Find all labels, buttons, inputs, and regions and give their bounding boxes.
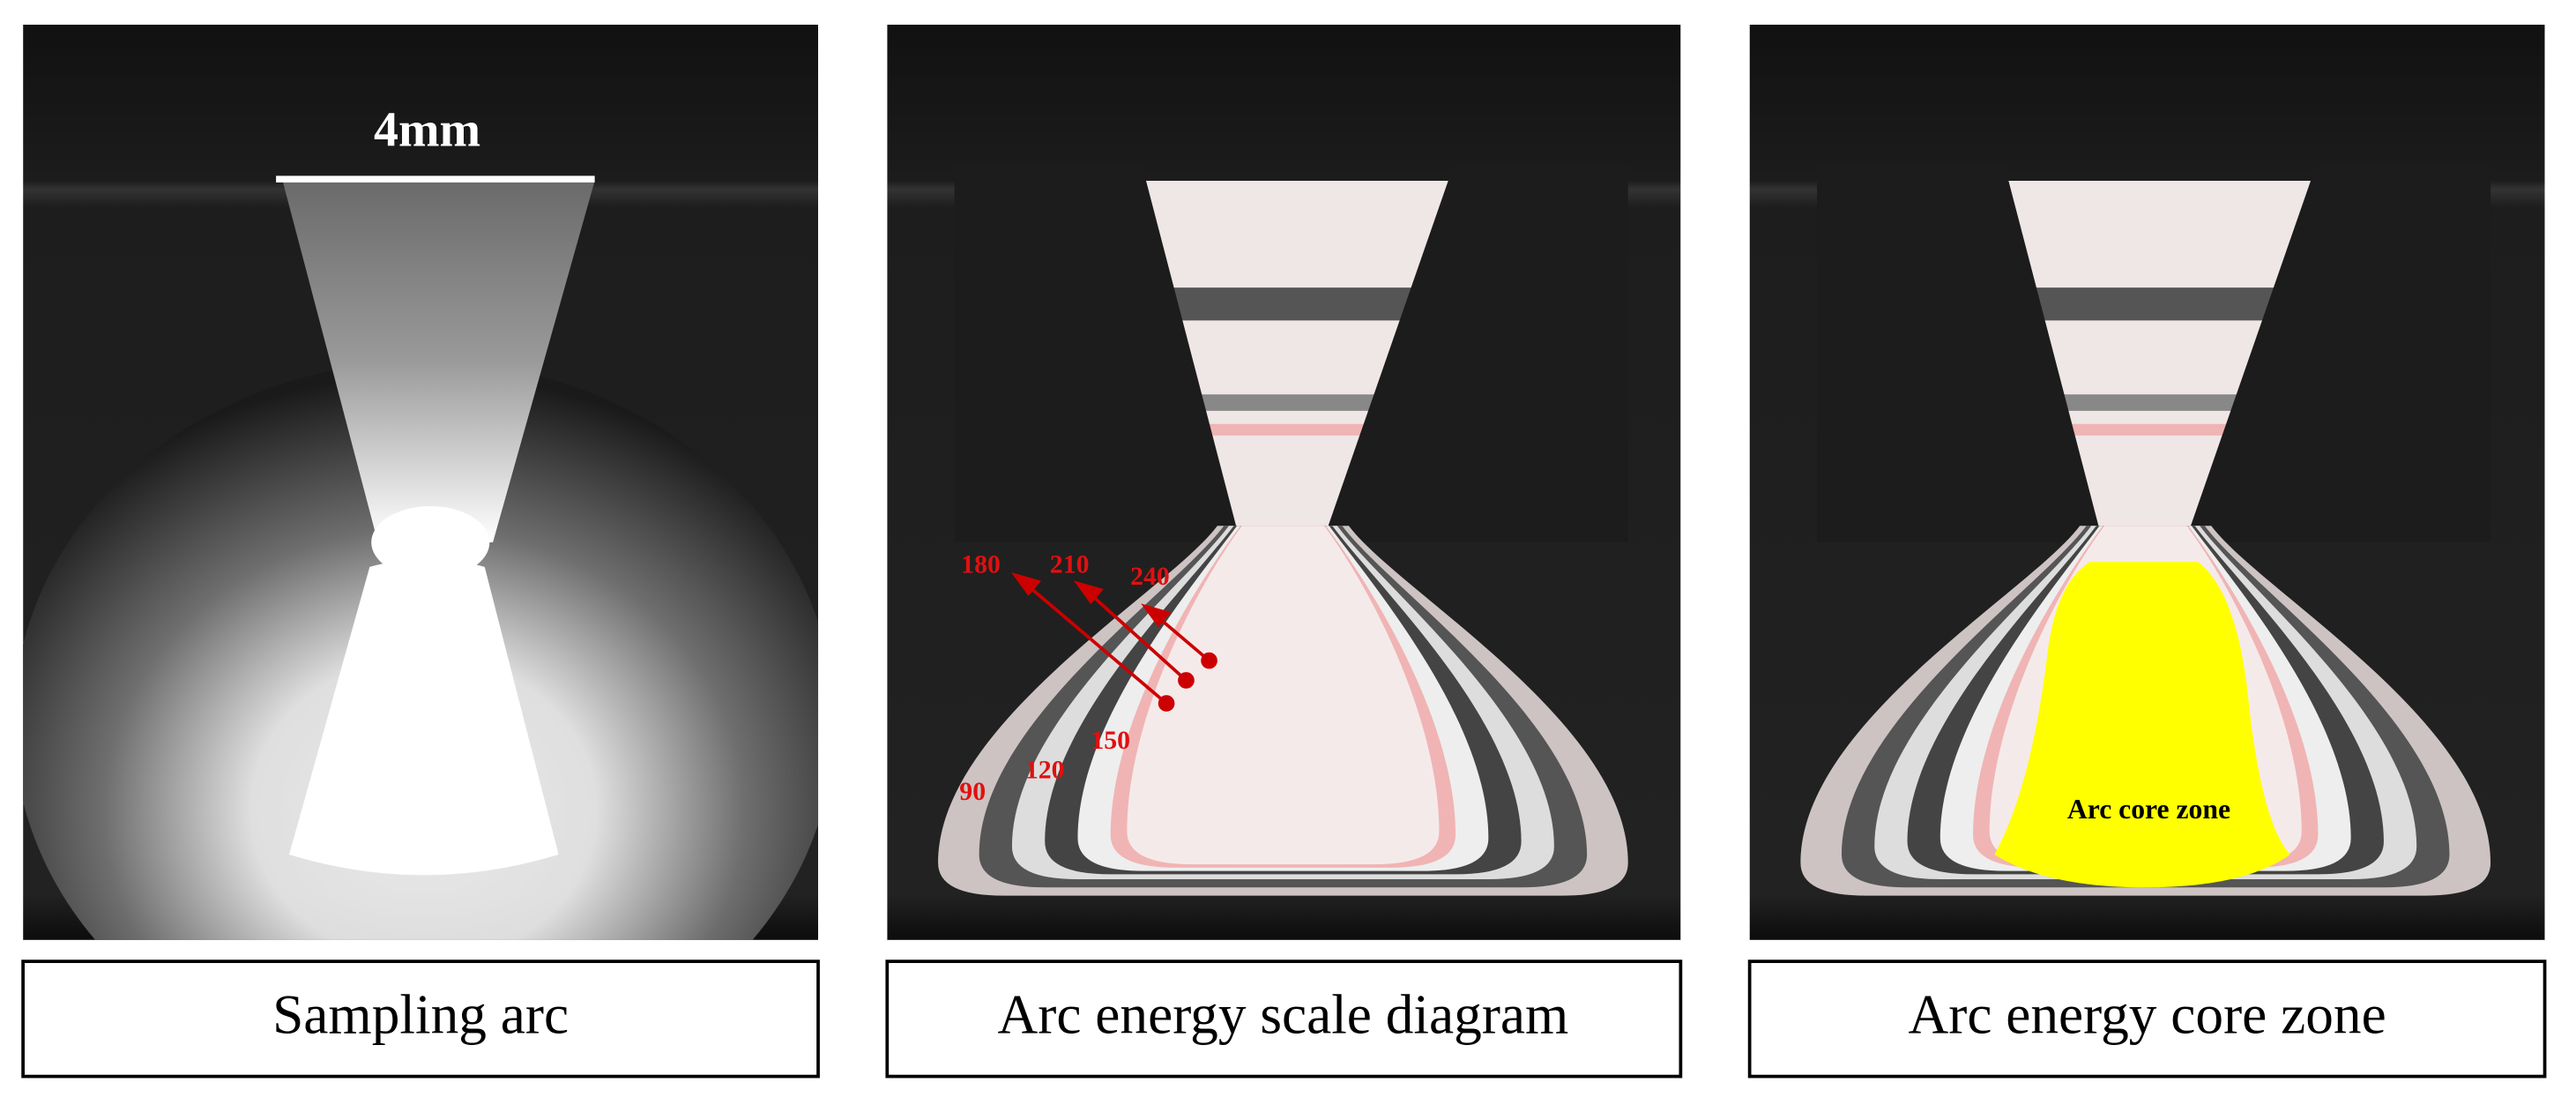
contour-label: 240 xyxy=(1130,562,1170,591)
caption: Sampling arc xyxy=(272,984,569,1046)
contour-label: 150 xyxy=(1091,726,1130,755)
caption: Arc energy core zone xyxy=(1908,984,2386,1046)
contour-label: 210 xyxy=(1050,550,1090,579)
mask xyxy=(1817,164,2491,542)
panel-image xyxy=(1749,24,2545,940)
contour-labels: 180 210 240 150 120 90 xyxy=(959,550,1170,806)
contour-label: 90 xyxy=(959,777,986,806)
caption: Arc energy scale diagram xyxy=(998,984,1569,1046)
contour xyxy=(1127,526,1440,865)
contour-label: 120 xyxy=(1025,756,1065,785)
zone-label: Arc core zone xyxy=(2067,794,2230,825)
captions: Sampling arc Arc energy scale diagram Ar… xyxy=(21,959,2547,1079)
core-zone xyxy=(1994,562,2290,888)
mask xyxy=(954,164,1628,542)
electrode xyxy=(2004,180,2317,542)
contour-label: 180 xyxy=(961,550,1001,579)
panel-image xyxy=(23,24,819,940)
scale-label: 4mm xyxy=(374,103,480,158)
electrode xyxy=(1142,180,1455,542)
panel-image xyxy=(887,24,1681,940)
arrows xyxy=(1010,571,1217,712)
